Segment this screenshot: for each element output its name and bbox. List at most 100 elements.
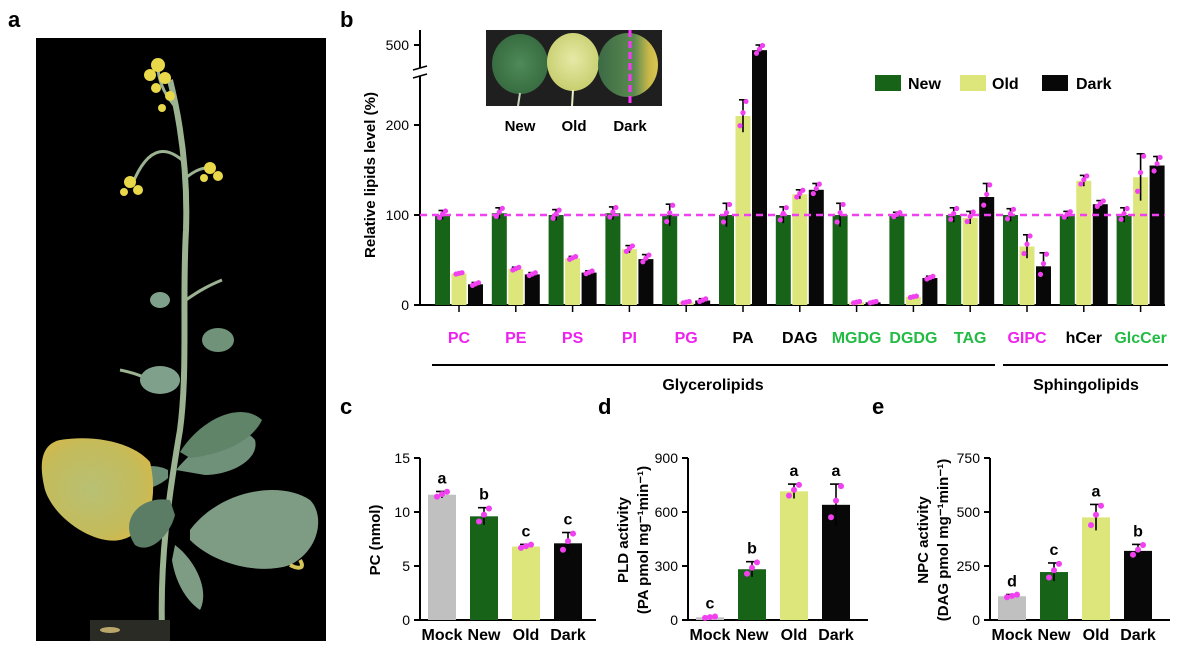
replicate-point	[1100, 198, 1106, 204]
category-label-new: New	[736, 627, 769, 644]
bar-hcer-dark	[1092, 204, 1108, 305]
y-axis-label-units: (DAG pmol mg⁻¹min⁻¹)	[935, 459, 952, 621]
replicate-point	[1124, 205, 1130, 212]
replicate-point	[948, 216, 954, 222]
y-tick-label: 0	[972, 612, 980, 628]
y-axis-label-units: (PA pmol mg⁻¹min⁻¹)	[635, 466, 652, 614]
y-axis-label: PLD activity	[615, 496, 632, 583]
replicate-point	[984, 191, 990, 197]
inset-leaf-photo	[486, 30, 662, 107]
replicate-point	[1093, 511, 1099, 518]
legend-swatch-new	[875, 75, 901, 91]
bar-ps-dark	[581, 272, 597, 305]
significance-letter: c	[564, 512, 573, 529]
replicate-point	[459, 270, 465, 276]
y-tick-0: 0	[401, 297, 409, 313]
replicate-point	[528, 541, 534, 548]
bar-mock	[428, 494, 456, 620]
replicate-point	[744, 570, 750, 577]
small-leaf	[202, 328, 234, 352]
inset-label-old: Old	[562, 118, 587, 135]
replicate-point	[670, 202, 676, 208]
category-label-pa: PA	[732, 330, 753, 347]
replicate-point	[499, 205, 505, 211]
y-tick-label: 5	[402, 558, 410, 574]
replicate-point	[743, 98, 749, 105]
bars-group	[435, 42, 1165, 306]
category-label-hcer: hCer	[1066, 330, 1102, 347]
replicate-point	[481, 511, 487, 518]
category-label-old: Old	[781, 627, 808, 644]
replicate-point	[439, 491, 445, 498]
category-label-new: New	[1038, 627, 1071, 644]
inset-leaf-new	[492, 34, 548, 94]
replicate-point	[556, 207, 562, 213]
replicate-point	[476, 518, 482, 525]
legend-label-dark: Dark	[1076, 76, 1112, 93]
bar-dgdg-old	[905, 296, 921, 305]
category-label-mock: Mock	[422, 627, 463, 644]
y-tick-label: 0	[402, 612, 410, 628]
bar-hcer-new	[1059, 215, 1075, 305]
panel-label-b: b	[340, 7, 353, 32]
replicate-point	[1135, 188, 1141, 194]
bar-pi-new	[605, 213, 621, 305]
y-tick-label: 250	[957, 558, 981, 574]
y-axis-label: Relative lipids level (%)	[362, 92, 379, 258]
replicate-point	[486, 505, 492, 512]
category-label-new: New	[468, 627, 501, 644]
category-label-dgdg: DGDG	[889, 330, 937, 347]
replicate-point	[1157, 154, 1163, 160]
replicate-point	[610, 209, 616, 215]
replicate-point	[987, 182, 993, 188]
inset-leaf-old	[547, 33, 599, 91]
panel-c-chart: 0 5 10 15 PC (nmol) a Mock b New c Old c Dark	[367, 450, 596, 644]
replicate-point	[800, 187, 806, 193]
y-tick-label: 750	[957, 450, 981, 466]
replicate-point	[964, 218, 970, 225]
category-label-dag: DAG	[782, 330, 818, 347]
bar-glccer-new	[1116, 215, 1132, 305]
bar-hcer-old	[1076, 180, 1092, 305]
bar-pa-dark	[752, 50, 767, 305]
replicate-point	[667, 210, 673, 216]
replicate-point	[442, 208, 449, 214]
panel-label-c: c	[340, 394, 352, 419]
y-axis-label: NPC activity	[915, 496, 932, 584]
replicate-point	[444, 488, 450, 495]
replicate-point	[794, 194, 800, 200]
replicate-point	[1051, 567, 1057, 574]
category-label-pe: PE	[505, 330, 527, 347]
bar-tag-old	[962, 217, 978, 305]
replicate-point	[1021, 250, 1027, 257]
replicate-point	[1046, 574, 1052, 581]
legend-swatch-dark	[1042, 75, 1068, 91]
bar-glccer-dark	[1149, 165, 1165, 305]
replicate-point	[740, 110, 746, 116]
category-label-tag: TAG	[954, 330, 987, 347]
legend-label-new: New	[908, 76, 941, 93]
replicate-point	[786, 492, 792, 499]
y-tick-label: 10	[394, 504, 410, 520]
replicate-point	[1088, 522, 1094, 529]
group-label-sphingolipids: Sphingolipids	[1033, 377, 1139, 394]
replicate-point	[838, 483, 844, 490]
replicate-point	[1014, 591, 1020, 598]
bar-dgdg-new	[889, 215, 905, 305]
replicate-point	[1084, 173, 1090, 179]
bar-dag-old	[792, 194, 808, 305]
replicate-point	[1138, 169, 1144, 176]
replicate-point	[1040, 261, 1047, 267]
bar-dgdg-dark	[922, 278, 938, 305]
replicate-point	[707, 614, 713, 621]
panel-label-e: e	[872, 394, 884, 419]
bar-dag-new	[775, 215, 791, 305]
significance-letter: c	[522, 523, 531, 540]
y-tick-100: 100	[386, 207, 410, 223]
replicate-point	[518, 544, 524, 551]
replicate-point	[726, 201, 733, 208]
bar-pc-dark	[468, 284, 483, 305]
replicate-point	[749, 564, 755, 571]
replicate-point	[516, 264, 522, 270]
y-tick-label: 15	[394, 450, 410, 466]
